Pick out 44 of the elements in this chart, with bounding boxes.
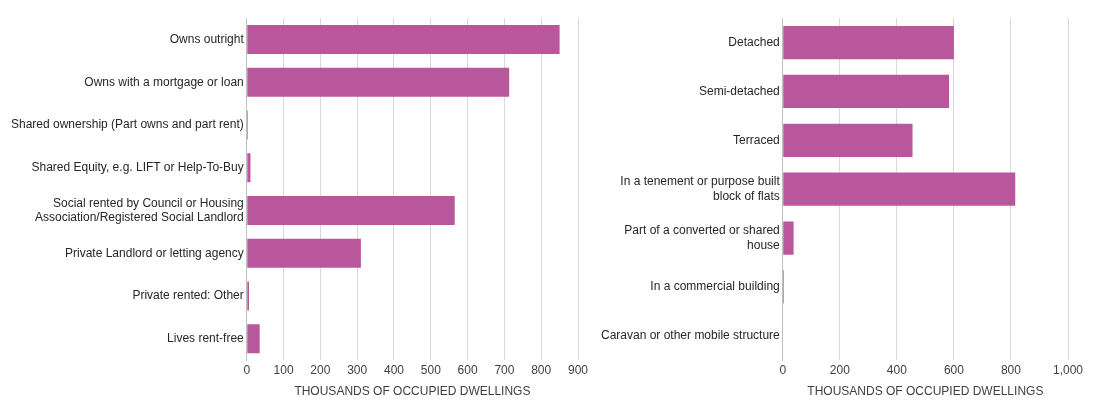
y-tick-label: Shared ownership (Part owns and part rent) bbox=[10, 117, 244, 132]
y-tick-label: Part of a converted or shared house bbox=[624, 223, 781, 252]
x-tick-label: 500 bbox=[420, 362, 442, 377]
y-tick-label: Social rented by Council or Housing Association/Registered Social Landlord bbox=[34, 195, 244, 225]
y-tick-label: Terraced bbox=[733, 132, 780, 147]
x-tick-label: 0 bbox=[243, 362, 251, 377]
bar bbox=[783, 74, 950, 109]
y-tick-label: Owns outright bbox=[169, 31, 245, 46]
bar bbox=[247, 324, 260, 354]
y-tick-label: Private rented: Other bbox=[132, 288, 244, 303]
y-tick-label: Lives rent-free bbox=[167, 331, 245, 346]
x-tick-label: 600 bbox=[943, 362, 965, 377]
bar bbox=[783, 26, 954, 60]
y-tick-label: Semi-detached bbox=[699, 83, 780, 98]
bar bbox=[783, 221, 794, 255]
y-tick-label: Owns with a mortgage or loan bbox=[84, 74, 244, 89]
bar bbox=[783, 172, 1016, 206]
x-tick-label: 700 bbox=[494, 362, 515, 377]
bar bbox=[247, 67, 510, 97]
x-tick-label: 300 bbox=[347, 362, 368, 377]
x-tick-label: 1,000 bbox=[1052, 362, 1084, 377]
bar bbox=[247, 25, 560, 55]
y-tick-label: Shared Equity, e.g. LIFT or Help-To-Buy bbox=[31, 160, 244, 175]
x-tick-label: 800 bbox=[531, 362, 552, 377]
y-tick-label: Detached bbox=[728, 34, 780, 49]
x-tick-label: 400 bbox=[886, 362, 908, 377]
x-tick-label: 600 bbox=[457, 362, 478, 377]
x-tick-label: 0 bbox=[779, 362, 787, 377]
x-axis-title: THOUSANDS OF OCCUPIED DWELLINGS bbox=[294, 384, 531, 399]
y-tick-label: In a commercial building bbox=[650, 279, 780, 294]
x-tick-label: 200 bbox=[310, 362, 331, 377]
bar bbox=[247, 196, 455, 226]
y-tick-label: Private Landlord or letting agency bbox=[65, 245, 244, 260]
y-tick-label: In a tenement or purpose built block of flats bbox=[620, 174, 781, 203]
bar bbox=[247, 153, 251, 183]
x-tick-label: 200 bbox=[829, 362, 851, 377]
y-tick-label: Caravan or other mobile structure bbox=[601, 328, 781, 343]
x-axis-title: THOUSANDS OF OCCUPIED DWELLINGS bbox=[807, 384, 1044, 399]
x-tick-label: 400 bbox=[383, 362, 405, 377]
bar bbox=[247, 238, 361, 268]
x-tick-label: 800 bbox=[1000, 362, 1022, 377]
x-tick-label: 900 bbox=[567, 362, 589, 377]
bar bbox=[783, 123, 913, 157]
x-tick-label: 100 bbox=[273, 362, 294, 377]
